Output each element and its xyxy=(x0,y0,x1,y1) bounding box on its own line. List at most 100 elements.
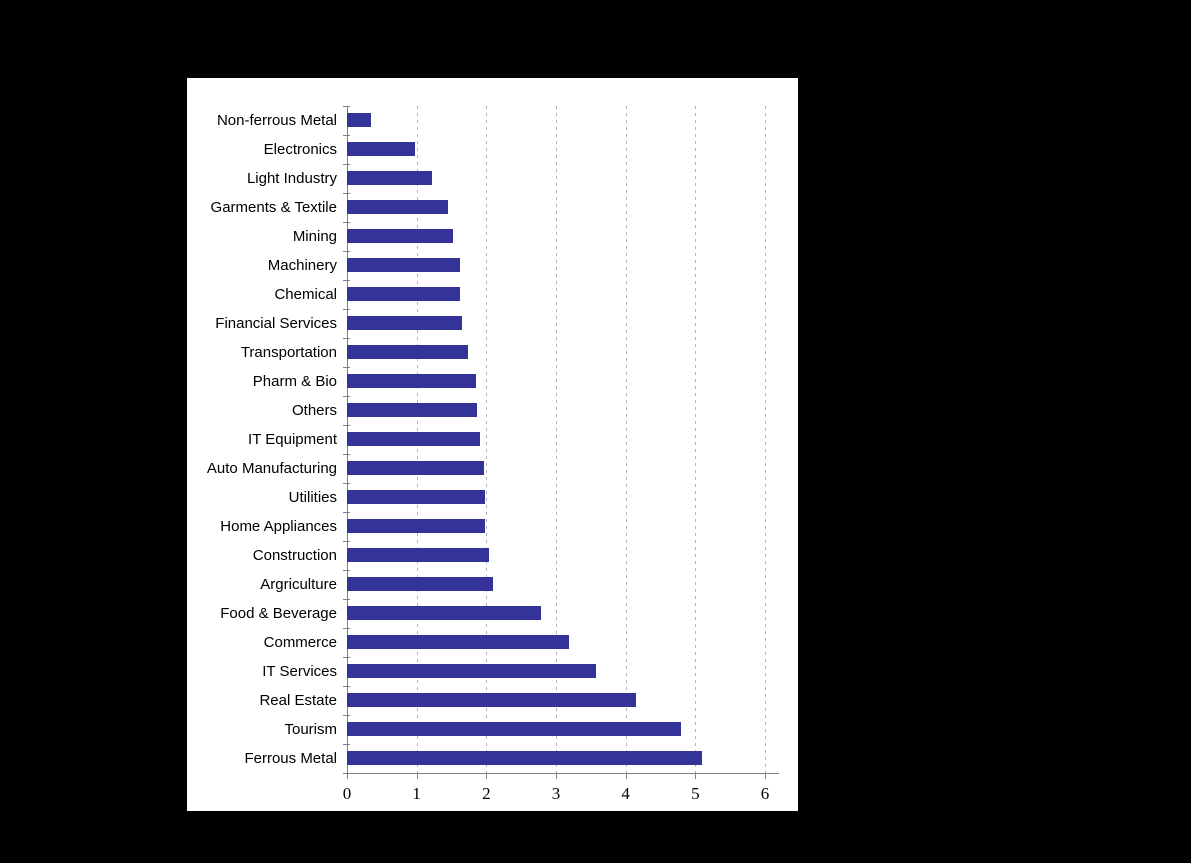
bar-row-ferrous-metal xyxy=(347,744,765,773)
x-axis-tick-label: 1 xyxy=(412,784,421,803)
y-axis-tick xyxy=(343,541,350,542)
category-label-food-beverage: Food & Beverage xyxy=(220,605,337,622)
bar-commerce xyxy=(347,635,569,649)
y-axis-tick xyxy=(343,280,350,281)
bar-others xyxy=(347,403,478,417)
x-axis-tick xyxy=(556,774,557,779)
category-label-electronics: Electronics xyxy=(263,141,337,158)
category-label-it-services: IT Services xyxy=(262,663,337,680)
gridline xyxy=(765,106,766,773)
bar-electronics xyxy=(347,142,415,156)
bar-real-estate xyxy=(347,693,637,707)
bar-ferrous-metal xyxy=(347,751,703,765)
y-axis-tick xyxy=(343,164,350,165)
category-label-light-industry: Light Industry xyxy=(246,170,337,187)
bar-row-light-industry xyxy=(347,164,765,193)
y-axis-tick xyxy=(343,744,350,745)
bar-argriculture xyxy=(347,577,494,591)
bar-pharm-bio xyxy=(347,374,476,388)
bar-row-auto-manufacturing xyxy=(347,454,765,483)
category-label-chemical: Chemical xyxy=(274,286,337,303)
y-axis-tick xyxy=(343,251,350,252)
category-label-home-appliances: Home Appliances xyxy=(220,518,337,535)
y-axis-tick xyxy=(343,454,350,455)
bar-non-ferrous-metal xyxy=(347,113,372,127)
bar-row-argriculture xyxy=(347,570,765,599)
bar-transportation xyxy=(347,345,469,359)
bar-row-commerce xyxy=(347,628,765,657)
y-axis-tick xyxy=(343,628,350,629)
y-axis-tick xyxy=(343,570,350,571)
bar-row-it-equipment xyxy=(347,425,765,454)
y-axis-tick xyxy=(343,425,350,426)
bar-chemical xyxy=(347,287,460,301)
category-label-non-ferrous-metal: Non-ferrous Metal xyxy=(216,112,337,129)
bar-row-mining xyxy=(347,222,765,251)
y-axis-tick xyxy=(343,715,350,716)
x-axis-tick-label: 2 xyxy=(482,784,491,803)
category-label-commerce: Commerce xyxy=(263,634,337,651)
bar-row-transportation xyxy=(347,338,765,367)
y-axis-tick xyxy=(343,135,350,136)
y-axis-tick xyxy=(343,483,350,484)
y-axis-tick xyxy=(343,309,350,310)
category-label-garments-textile: Garments & Textile xyxy=(210,199,337,216)
bar-it-services xyxy=(347,664,597,678)
category-label-financial-services: Financial Services xyxy=(215,315,337,332)
y-axis-tick xyxy=(343,396,350,397)
y-axis-tick xyxy=(343,686,350,687)
x-axis-tick-label: 6 xyxy=(760,784,770,803)
gridline xyxy=(486,106,488,773)
category-label-transportation: Transportation xyxy=(240,344,337,361)
bar-row-pharm-bio xyxy=(347,367,765,396)
y-axis-tick xyxy=(343,512,350,513)
y-axis-tick xyxy=(343,338,350,339)
bar-row-machinery xyxy=(347,251,765,280)
bar-construction xyxy=(347,548,490,562)
x-axis-tick xyxy=(486,774,488,779)
bar-chart: Non-ferrous Metal Electronics Light Indust… xyxy=(187,78,798,811)
category-label-others: Others xyxy=(291,402,337,419)
y-axis-tick xyxy=(343,222,350,223)
bar-row-food-beverage xyxy=(347,599,765,628)
bar-row-home-appliances xyxy=(347,512,765,541)
y-axis-tick xyxy=(343,657,350,658)
y-axis-tick xyxy=(343,773,350,774)
category-label-it-equipment: IT Equipment xyxy=(248,431,337,448)
x-axis-tick xyxy=(625,774,627,779)
y-axis-tick xyxy=(343,367,350,368)
bar-auto-manufacturing xyxy=(347,461,484,475)
bar-it-equipment xyxy=(347,432,481,446)
bar-row-others xyxy=(347,396,765,425)
category-label-mining: Mining xyxy=(292,228,337,245)
category-label-ferrous-metal: Ferrous Metal xyxy=(244,750,337,767)
x-axis-tick-label: 3 xyxy=(551,784,561,803)
category-label-machinery: Machinery xyxy=(267,257,337,274)
category-label-utilities: Utilities xyxy=(288,489,337,506)
bar-light-industry xyxy=(347,171,432,185)
bar-row-chemical xyxy=(347,280,765,309)
category-label-argriculture: Argriculture xyxy=(260,576,337,593)
bar-row-real-estate xyxy=(347,686,765,715)
bar-home-appliances xyxy=(347,519,485,533)
gridline xyxy=(625,106,627,773)
bar-food-beverage xyxy=(347,606,541,620)
category-label-auto-manufacturing: Auto Manufacturing xyxy=(206,460,337,477)
x-axis-tick-label: 0 xyxy=(342,784,352,803)
bar-row-utilities xyxy=(347,483,765,512)
category-label-tourism: Tourism xyxy=(284,721,337,738)
x-axis-line xyxy=(347,773,779,774)
bar-mining xyxy=(347,229,453,243)
x-axis-tick xyxy=(695,774,697,779)
category-label-pharm-bio: Pharm & Bio xyxy=(252,373,337,390)
bar-garments-textile xyxy=(347,200,449,214)
bar-row-electronics xyxy=(347,135,765,164)
bar-financial-services xyxy=(347,316,462,330)
gridline xyxy=(695,106,697,773)
y-axis-tick xyxy=(343,599,350,600)
bar-machinery xyxy=(347,258,460,272)
gridline xyxy=(556,106,557,773)
bar-tourism xyxy=(347,722,681,736)
bar-row-financial-services xyxy=(347,309,765,338)
